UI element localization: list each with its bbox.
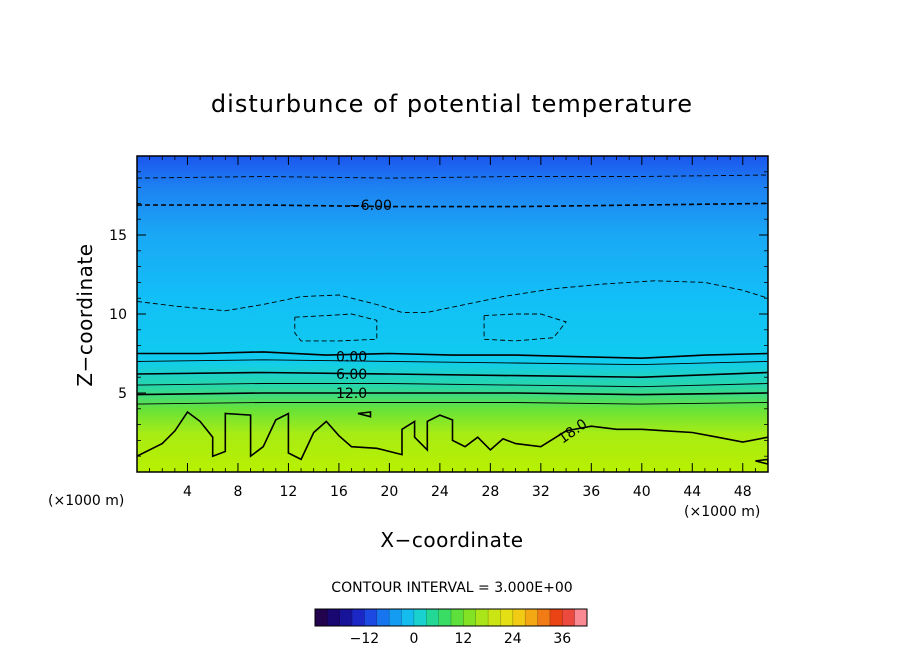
colorbar-segment <box>562 609 575 626</box>
contour-line-7 <box>137 371 768 379</box>
colorbar-segment <box>463 609 477 626</box>
contour-line-10 <box>137 402 768 405</box>
y-axis-label: Z−coordinate <box>73 243 97 386</box>
x-tick-label: 24 <box>431 484 449 500</box>
colorbar-segment <box>339 609 353 626</box>
colorbar-segment <box>376 609 390 626</box>
contour-interval-text: CONTOUR INTERVAL = 3.000E+00 <box>331 580 572 596</box>
x-tick-label: 28 <box>481 484 499 500</box>
contour-line-11 <box>137 410 768 461</box>
colorbar-segment <box>574 609 588 626</box>
x-unit-label-left: (×1000 m) <box>48 493 124 509</box>
colorbar-segment <box>389 609 402 626</box>
contour-line-2 <box>137 280 768 313</box>
x-tick-label: 12 <box>280 484 298 500</box>
contour-label-group: 12.0 <box>336 386 367 402</box>
contour-label: 0.00 <box>336 350 367 366</box>
contour-line-6 <box>137 359 768 366</box>
y-tick-label: 10 <box>109 307 127 323</box>
contour-line-13 <box>755 458 768 465</box>
colorbar-segment <box>512 609 526 626</box>
x-tick-label: 8 <box>233 484 242 500</box>
colorbar-segment <box>352 609 365 626</box>
x-tick-label: 44 <box>683 484 701 500</box>
colorbar-tick-label: 24 <box>504 631 522 647</box>
x-tick-label: 32 <box>532 484 550 500</box>
contour-label-group: 0.00 <box>336 350 367 366</box>
colorbar-segment <box>475 609 489 626</box>
x-unit-label-right: (×1000 m) <box>684 504 760 520</box>
colorbar-segment <box>327 609 341 626</box>
contour-label: 6.00 <box>336 367 367 383</box>
colorbar-segment <box>413 609 427 626</box>
y-tick-label: 5 <box>118 386 127 402</box>
x-tick-label: 36 <box>582 484 600 500</box>
colorbar-segment <box>500 609 514 626</box>
x-axis: 4 8 12 16 20 24 28 32 36 40 44 48 <box>149 156 756 500</box>
contour-line-4 <box>483 313 567 342</box>
contour-label-group: 6.00 <box>336 367 367 383</box>
colorbar-tick-labels: −12 0 12 24 36 <box>350 631 572 647</box>
colorbar-segment <box>401 609 415 626</box>
colorbar-segment <box>438 609 452 626</box>
contour-label-group: −6.00 <box>349 198 392 214</box>
x-tick-label: 16 <box>330 484 348 500</box>
chart-title: disturbunce of potential temperature <box>211 90 693 118</box>
colorbar-tick-label: 0 <box>409 631 418 647</box>
contour-line-1 <box>137 202 768 208</box>
contour-line-0 <box>137 174 768 179</box>
x-axis-label: X−coordinate <box>380 528 523 552</box>
colorbar-segment <box>364 609 378 626</box>
contour-line-8 <box>137 383 768 388</box>
y-tick-label: 15 <box>109 228 127 244</box>
x-tick-label: 4 <box>183 484 192 500</box>
contour-layer <box>137 174 768 465</box>
colorbar-frame <box>314 608 588 627</box>
contour-label: −6.00 <box>349 198 392 214</box>
x-tick-label: 40 <box>633 484 651 500</box>
contour-line-5 <box>137 351 768 360</box>
contour-line-3 <box>294 313 378 342</box>
x-tick-label: 48 <box>734 484 752 500</box>
contour-label: 12.0 <box>336 386 367 402</box>
colorbar-segment <box>451 609 464 626</box>
colorbar-tick-label: −12 <box>350 631 380 647</box>
colorbar <box>314 608 588 627</box>
contour-line-12 <box>357 411 372 418</box>
colorbar-segment <box>426 609 439 626</box>
colorbar-tick-label: 12 <box>454 631 472 647</box>
x-tick-label: 20 <box>380 484 398 500</box>
colorbar-segment <box>315 609 328 626</box>
colorbar-segment <box>537 609 551 626</box>
colorbar-segment <box>549 609 563 626</box>
colorbar-segment <box>525 609 538 626</box>
y-axis: 5 10 15 <box>109 171 768 457</box>
contour-line-9 <box>137 392 768 396</box>
colorbar-segment <box>488 609 501 626</box>
colorbar-tick-label: 36 <box>553 631 571 647</box>
